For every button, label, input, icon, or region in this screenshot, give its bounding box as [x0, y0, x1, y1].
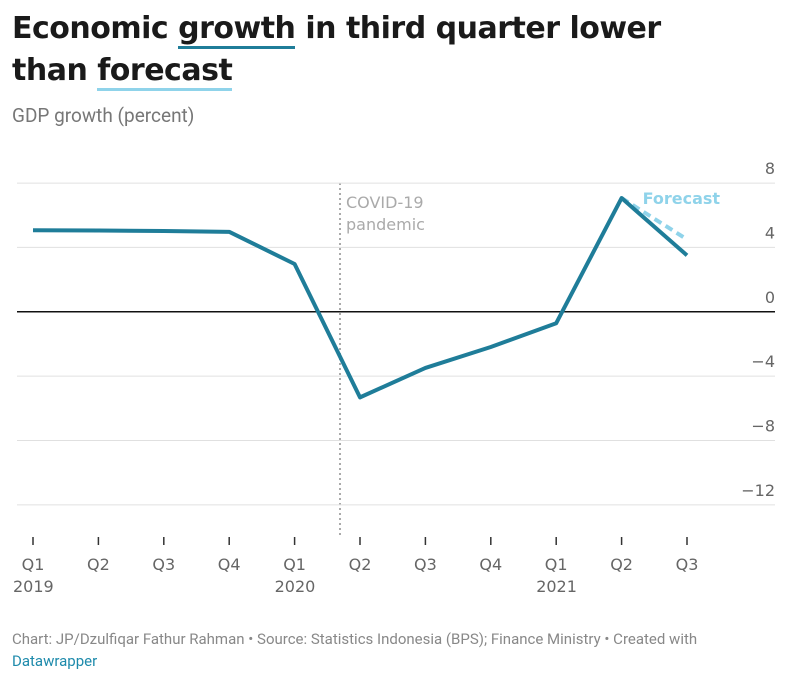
y-tick-label: −8 — [751, 416, 775, 435]
y-tick-label: 4 — [765, 223, 775, 242]
annotation: COVID-19 — [346, 193, 424, 212]
subtitle: GDP growth (percent) — [12, 104, 195, 127]
annotation: pandemic — [346, 215, 425, 234]
x-tick-label: Q1 — [545, 555, 568, 574]
line — [32, 196, 689, 400]
x-tick-label: Q3 — [676, 555, 699, 574]
y-tick-label: −12 — [741, 481, 775, 500]
x-tick-label: Q3 — [414, 555, 437, 574]
chart-title: Economic growth in third quarter lower t… — [12, 8, 732, 92]
footer: Chart: JP/Dzulfiqar Fathur Rahman • Sour… — [12, 628, 782, 672]
title-part: in third quarter lower than — [12, 11, 661, 88]
x-tick-label: Q1 — [22, 555, 45, 574]
x-tick-label: Q4 — [479, 555, 502, 574]
x-tick-label: Q4 — [218, 555, 241, 574]
y-tick-label: −4 — [751, 352, 775, 371]
x-tick-label: Q1 — [283, 555, 306, 574]
x-tick-label: Q2 — [349, 555, 372, 574]
x-group-label: 2019 — [13, 577, 54, 596]
series-label: Forecast — [643, 189, 721, 208]
source: Chart: JP/Dzulfiqar Fathur Rahman • Sour… — [12, 630, 698, 648]
x-tick-label: Q2 — [610, 555, 633, 574]
x-group-label: 2021 — [536, 577, 577, 596]
title-part: growth — [178, 11, 296, 49]
x-group-label: 2020 — [275, 577, 316, 596]
title-part: Economic — [12, 11, 179, 46]
x-tick-label: Q3 — [152, 555, 175, 574]
y-tick-label: 0 — [765, 288, 775, 307]
x-tick-label: Q2 — [87, 555, 110, 574]
y-tick-label: 8 — [765, 159, 775, 178]
credit-link[interactable]: Datawrapper — [12, 652, 98, 670]
title-part: forecast — [97, 53, 233, 91]
